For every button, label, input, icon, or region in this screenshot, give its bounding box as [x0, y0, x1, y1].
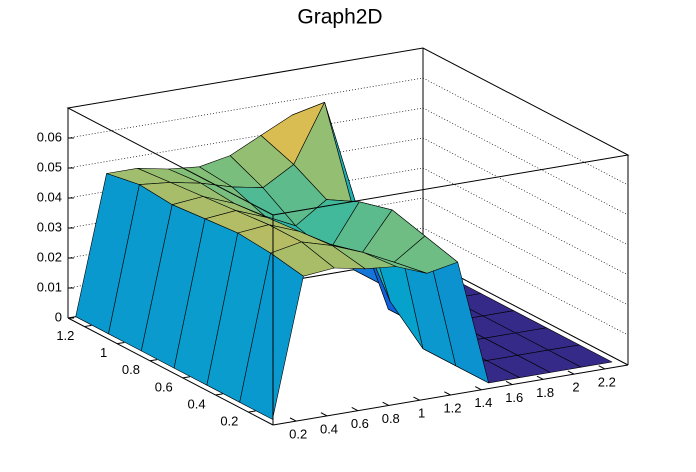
z-tick-label: 0.06: [37, 129, 62, 144]
x-tick-label: 0.4: [320, 421, 338, 436]
x-tick: [536, 375, 544, 380]
x-tick: [320, 412, 328, 417]
x-tick: [598, 365, 606, 370]
y-tick-label: 1: [100, 345, 107, 360]
y-tick-label: 0.4: [188, 396, 206, 411]
z-tick-label: 0.05: [37, 159, 62, 174]
y-tick: [84, 324, 92, 328]
x-tick: [351, 406, 359, 412]
x-tick-label: 0.2: [289, 427, 307, 442]
x-tick: [474, 386, 482, 391]
z-tick-label: 0.04: [37, 189, 62, 204]
y-tick: [248, 410, 256, 413]
y-tick: [182, 376, 190, 379]
y-tick-label: 0.2: [220, 414, 238, 429]
y-tick: [215, 393, 223, 396]
z-tick-label: 0: [55, 309, 62, 324]
surface-cell: [239, 252, 304, 420]
x-tick: [505, 380, 513, 386]
x-tick: [567, 370, 575, 375]
y-tick-label: 0.6: [155, 379, 173, 394]
x-tick-label: 0.6: [351, 416, 369, 431]
z-tick-label: 0.03: [37, 219, 62, 234]
x-tick-label: 1.4: [474, 395, 492, 410]
y-tick-label: 1.2: [56, 328, 74, 343]
grid-line: [67, 77, 629, 186]
z-tick-label: 0.02: [37, 249, 62, 264]
box-edge: [67, 317, 274, 426]
box-top: [66, 47, 630, 216]
z-tick-label: 0.01: [37, 279, 62, 294]
x-tick-label: 0.8: [382, 411, 400, 426]
x-tick-label: 1.8: [536, 385, 554, 400]
x-tick-label: 2: [572, 380, 579, 395]
x-tick-label: 2.2: [598, 374, 616, 389]
chart-title: Graph2D: [297, 6, 382, 29]
x-tick-label: 1.6: [505, 390, 523, 405]
x-tick: [289, 417, 297, 422]
x-tick-label: 1.2: [443, 400, 461, 415]
x-tick: [444, 391, 451, 396]
grid-line: [67, 107, 629, 216]
y-tick: [149, 359, 158, 362]
x-tick: [413, 396, 420, 401]
y-tick-label: 0.8: [122, 362, 140, 377]
x-tick: [382, 401, 389, 406]
y-tick: [117, 341, 125, 345]
x-tick-label: 1: [418, 406, 425, 421]
